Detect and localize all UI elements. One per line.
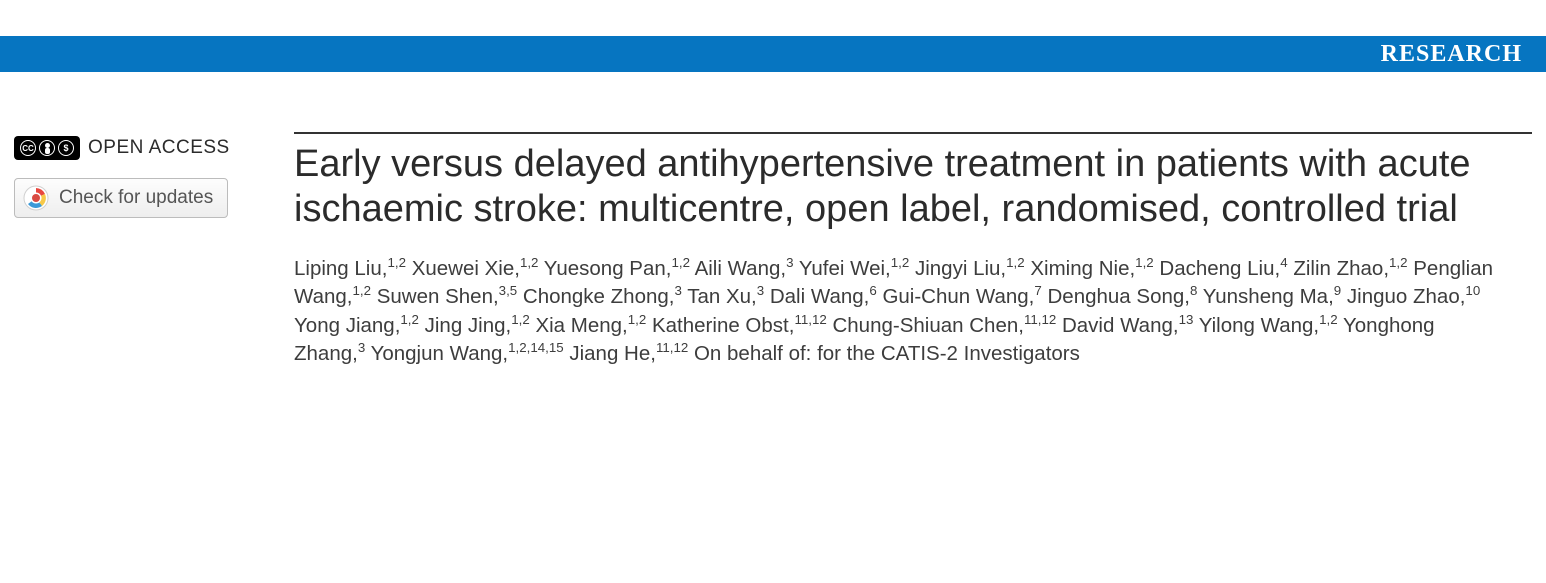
author-affiliation: 1,2 <box>1319 312 1338 327</box>
author-name: Tan Xu, <box>687 285 757 308</box>
cc-by-icon <box>39 140 55 156</box>
author-affiliation: 1,2 <box>400 312 419 327</box>
author-affiliation: 4 <box>1280 255 1287 270</box>
author-name: Chongke Zhong, <box>523 285 675 308</box>
author-affiliation: 1,2 <box>671 255 690 270</box>
author-affiliation: 1,2 <box>891 255 910 270</box>
author-affiliation: 1,2 <box>511 312 530 327</box>
author-name: Dali Wang, <box>770 285 870 308</box>
author-affiliation: 1,2 <box>353 283 372 298</box>
cc-nc-icon <box>58 140 74 156</box>
author-name: Katherine Obst, <box>652 313 794 336</box>
author-affiliation: 1,2 <box>387 255 406 270</box>
on-behalf-text: On behalf of: for the CATIS-2 Investigat… <box>694 342 1080 365</box>
author-name: Suwen Shen, <box>377 285 499 308</box>
article-header: Early versus delayed antihypertensive tr… <box>294 132 1532 368</box>
author-name: David Wang, <box>1062 313 1179 336</box>
author-name: Yunsheng Ma, <box>1203 285 1334 308</box>
author-name: Yuesong Pan, <box>544 256 672 279</box>
author-name: Ximing Nie, <box>1030 256 1135 279</box>
author-name: Jiang He, <box>569 342 656 365</box>
author-name: Jinguo Zhao, <box>1347 285 1466 308</box>
cc-license-icon: CC <box>14 136 80 160</box>
author-affiliation: 3 <box>757 283 764 298</box>
author-affiliation: 3 <box>786 255 793 270</box>
author-affiliation: 10 <box>1465 283 1480 298</box>
author-name: Jing Jing, <box>425 313 512 336</box>
cc-logo-icon: CC <box>20 140 36 156</box>
left-sidebar: CC OPEN ACCESS Check for updates <box>14 132 294 368</box>
open-access-row: CC OPEN ACCESS <box>14 136 294 160</box>
author-affiliation: 3 <box>358 340 365 355</box>
section-header-bar: RESEARCH <box>0 36 1546 72</box>
author-affiliation: 13 <box>1179 312 1194 327</box>
author-affiliation: 6 <box>869 283 876 298</box>
author-name: Chung-Shiuan Chen, <box>832 313 1023 336</box>
crossmark-icon <box>23 185 49 211</box>
author-name: Zilin Zhao, <box>1293 256 1389 279</box>
section-label: RESEARCH <box>1381 41 1522 68</box>
author-name: Yongjun Wang, <box>371 342 509 365</box>
author-affiliation: 1,2 <box>1389 255 1408 270</box>
check-for-updates-button[interactable]: Check for updates <box>14 178 228 218</box>
author-affiliation: 1,2 <box>1135 255 1154 270</box>
author-name: Xia Meng, <box>535 313 627 336</box>
author-affiliation: 11,12 <box>1024 312 1056 327</box>
author-name: Aili Wang, <box>695 256 787 279</box>
check-for-updates-label: Check for updates <box>59 187 213 209</box>
author-affiliation: 11,12 <box>794 312 826 327</box>
author-affiliation: 1,2 <box>520 255 539 270</box>
author-name: Xuewei Xie, <box>412 256 520 279</box>
author-name: Yong Jiang, <box>294 313 400 336</box>
author-list: Liping Liu,1,2 Xuewei Xie,1,2 Yuesong Pa… <box>294 254 1494 368</box>
author-affiliation: 3,5 <box>499 283 518 298</box>
author-name: Yilong Wang, <box>1199 313 1319 336</box>
author-affiliation: 8 <box>1190 283 1197 298</box>
author-name: Dacheng Liu, <box>1159 256 1280 279</box>
author-affiliation: 9 <box>1334 283 1341 298</box>
content-wrapper: CC OPEN ACCESS Check for updates Earl <box>0 132 1546 368</box>
author-name: Denghua Song, <box>1047 285 1189 308</box>
author-affiliation: 3 <box>674 283 681 298</box>
article-title: Early versus delayed antihypertensive tr… <box>294 142 1532 232</box>
author-affiliation: 7 <box>1034 283 1041 298</box>
author-name: Jingyi Liu, <box>915 256 1006 279</box>
author-affiliation: 1,2,14,15 <box>508 340 564 355</box>
open-access-label: OPEN ACCESS <box>88 137 230 159</box>
author-name: Gui-Chun Wang, <box>882 285 1034 308</box>
author-affiliation: 1,2 <box>1006 255 1025 270</box>
author-name: Yufei Wei, <box>799 256 891 279</box>
author-affiliation: 11,12 <box>656 340 688 355</box>
author-affiliation: 1,2 <box>628 312 647 327</box>
author-name: Liping Liu, <box>294 256 387 279</box>
